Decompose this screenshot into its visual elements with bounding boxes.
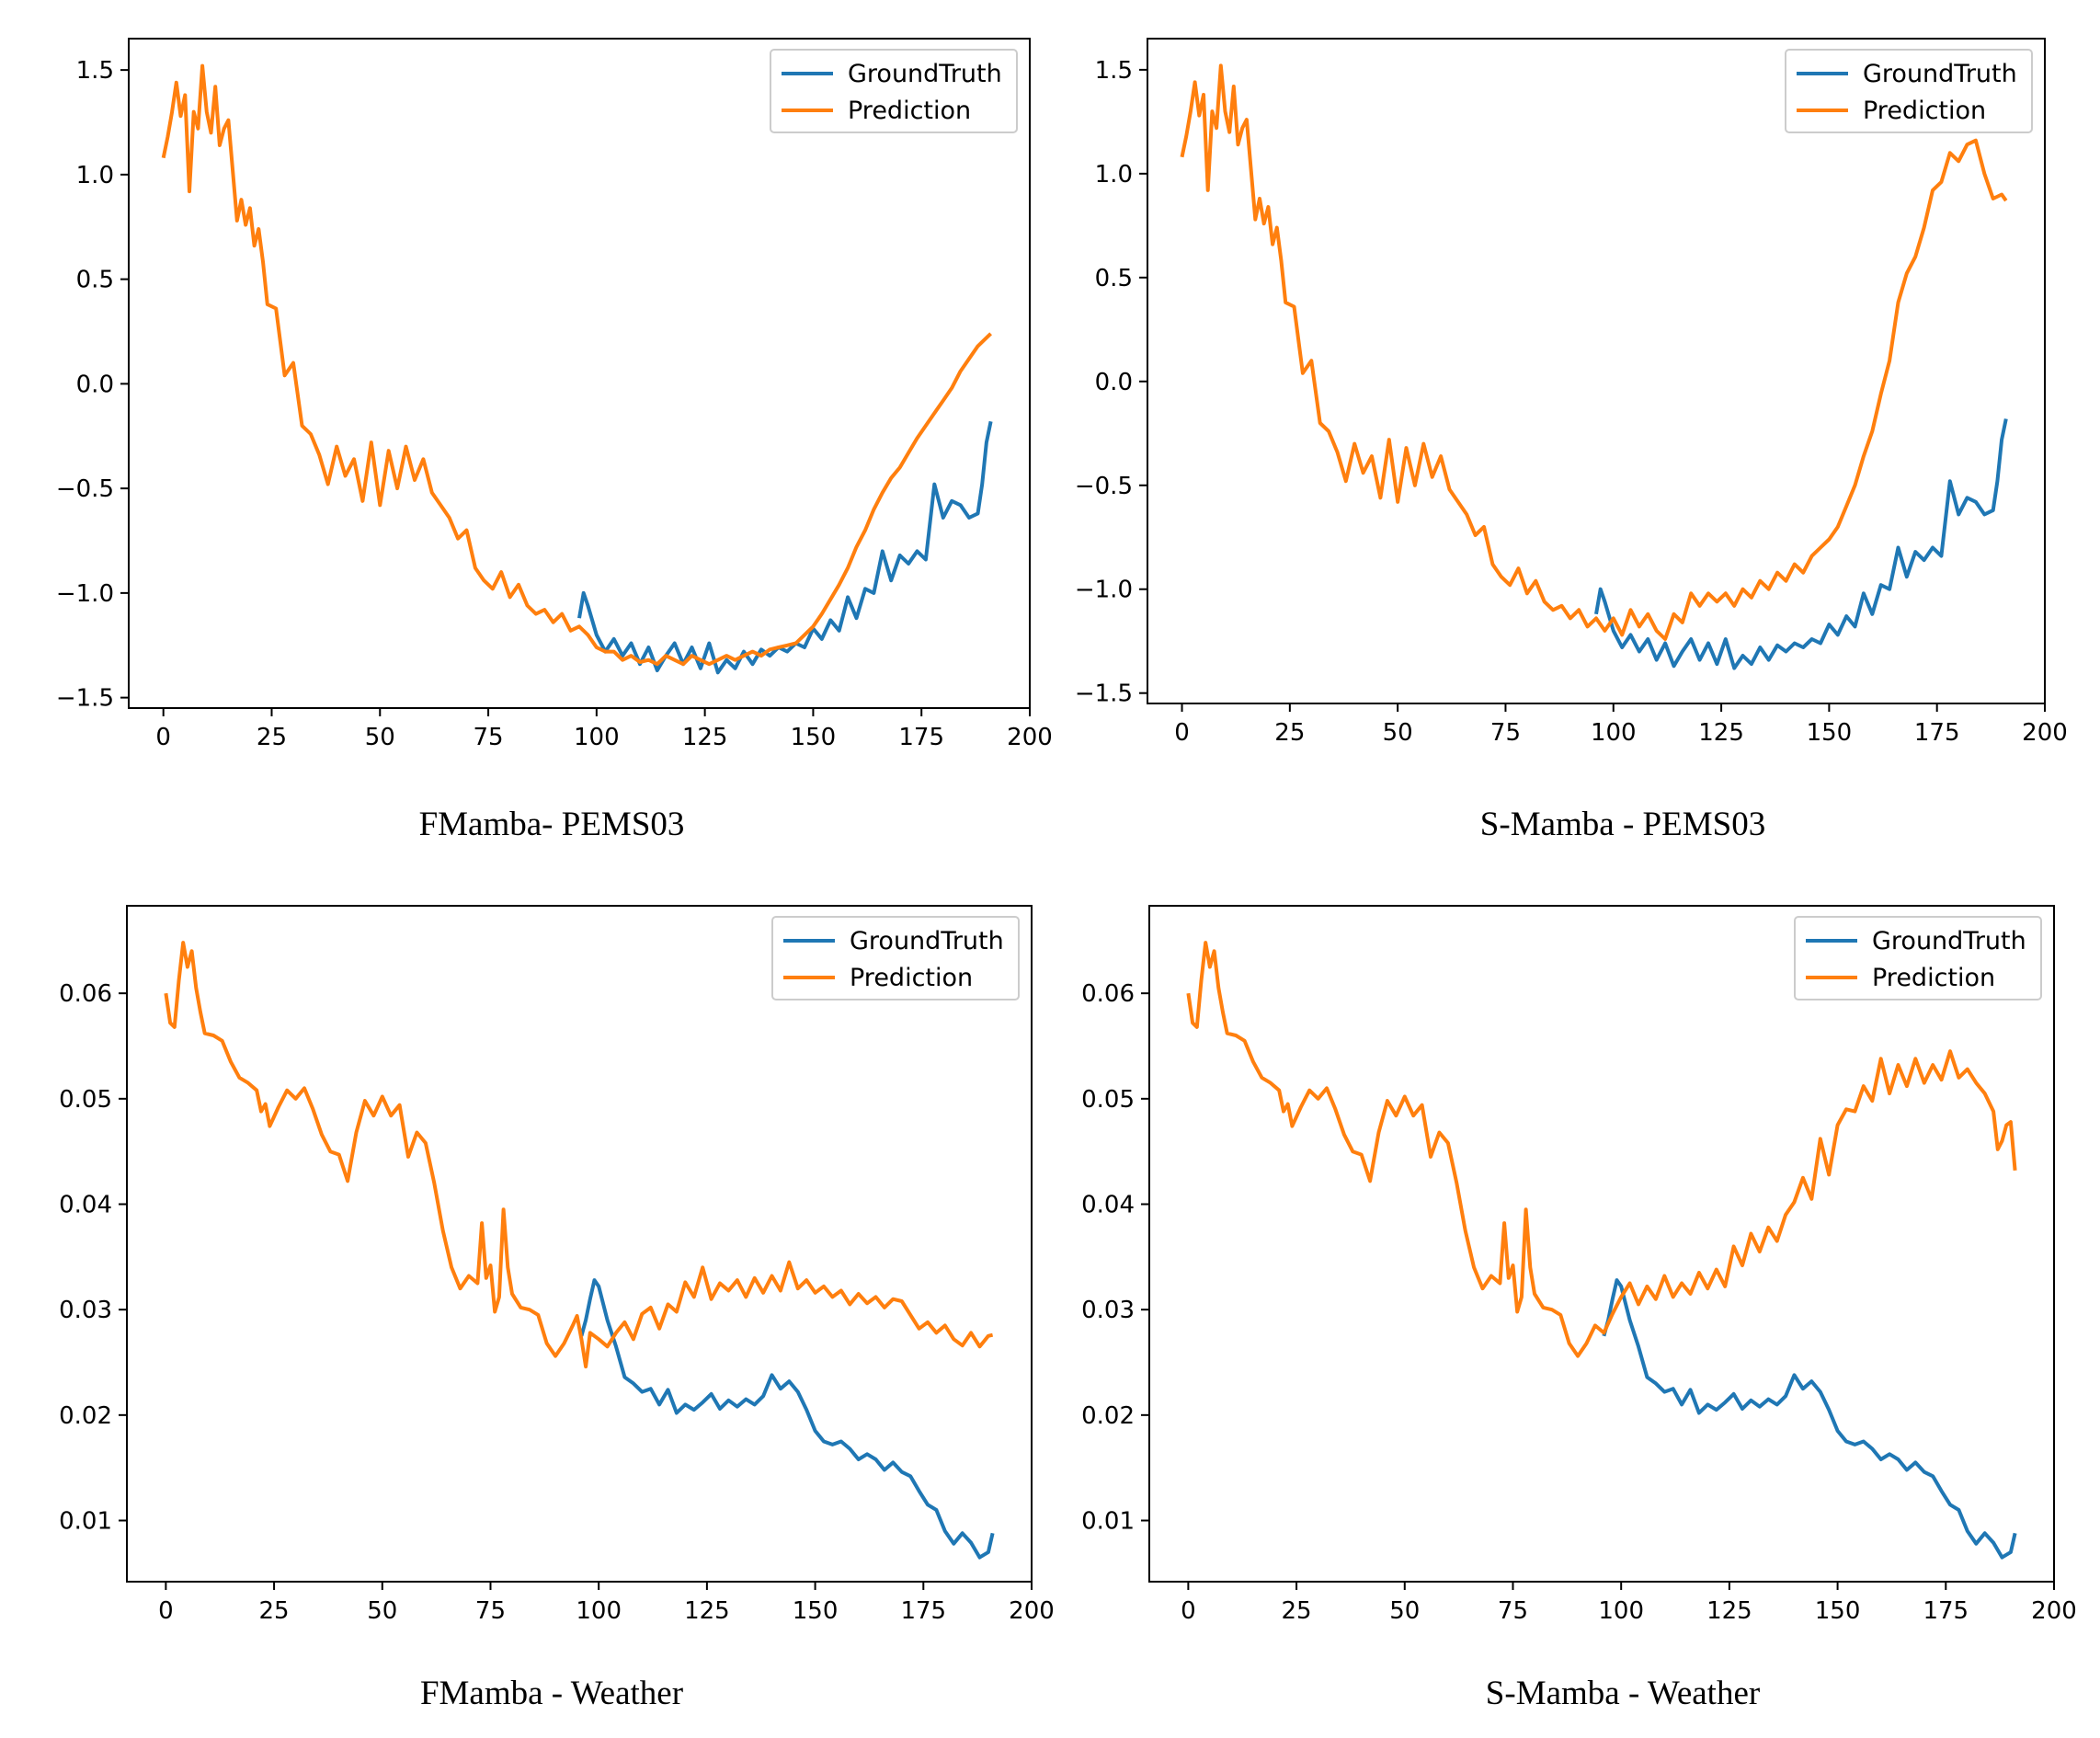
x-tick-label: 75 xyxy=(475,1597,506,1625)
x-tick-label: 25 xyxy=(257,724,287,751)
x-tick-label: 75 xyxy=(474,724,504,751)
y-tick-label: 1.5 xyxy=(1095,57,1133,85)
series-line-groundtruth xyxy=(577,420,993,675)
y-tick-label: 0.01 xyxy=(59,1507,112,1535)
legend: GroundTruth Prediction xyxy=(1785,49,2033,133)
y-tick-label: 0.04 xyxy=(59,1192,112,1219)
x-tick-label: 150 xyxy=(1807,719,1853,747)
chart-panel-1: 0 25 50 75 100 125 150 175 200 −1.5 −1.0 −0.5 0.0 0.5… xyxy=(56,38,1053,751)
y-tick-label: 0.05 xyxy=(59,1086,112,1114)
legend: GroundTruth Prediction xyxy=(770,49,1018,133)
x-tick-label: 200 xyxy=(2031,1597,2077,1625)
y-tick-label: −1.0 xyxy=(1075,577,1133,604)
x-tick-label: 175 xyxy=(1914,719,1960,747)
x-tick-label: 100 xyxy=(576,1597,622,1625)
y-tick-label: 0.03 xyxy=(1081,1297,1135,1324)
x-tick-label: 0 xyxy=(158,1597,174,1625)
series-line-prediction xyxy=(1186,941,2017,1358)
x-tick-label: 50 xyxy=(1383,719,1413,747)
x-tick-label: 100 xyxy=(574,724,620,751)
caption-smamba-pems03: S-Mamba - PEMS03 xyxy=(1479,806,1766,843)
legend-label-groundtruth: GroundTruth xyxy=(850,927,1004,955)
x-tick-label: 50 xyxy=(365,724,395,751)
series-line-prediction xyxy=(164,941,994,1369)
x-tick-label: 150 xyxy=(793,1597,839,1625)
y-tick-label: 0.06 xyxy=(1081,980,1135,1008)
x-tick-label: 0 xyxy=(1174,719,1190,747)
y-tick-label: −1.5 xyxy=(1075,680,1133,708)
x-tick-label: 150 xyxy=(791,724,837,751)
series-line-groundtruth xyxy=(1594,418,2008,670)
series-line-groundtruth xyxy=(579,1278,995,1560)
y-tick-label: −0.5 xyxy=(1075,473,1133,500)
x-tick-label: 125 xyxy=(1698,719,1744,747)
y-tick-label: 0.05 xyxy=(1081,1086,1135,1114)
legend-label-prediction: Prediction xyxy=(848,97,971,125)
x-tick-label: 75 xyxy=(1498,1597,1528,1625)
legend-label-groundtruth: GroundTruth xyxy=(848,60,1002,88)
x-tick-label: 25 xyxy=(1282,1597,1312,1625)
axes-frame xyxy=(126,905,1033,1583)
y-tick-label: 0.02 xyxy=(59,1402,112,1430)
axes-frame xyxy=(1148,905,2055,1583)
x-tick-label: 150 xyxy=(1815,1597,1861,1625)
caption-fmamba-weather: FMamba - Weather xyxy=(419,1675,684,1712)
x-tick-label: 50 xyxy=(367,1597,397,1625)
legend-label-prediction: Prediction xyxy=(1872,964,1995,992)
x-tick-label: 175 xyxy=(900,1597,946,1625)
y-tick-label: 0.04 xyxy=(1081,1192,1135,1219)
y-tick-label: 0.0 xyxy=(76,371,114,398)
x-tick-label: 125 xyxy=(682,724,728,751)
legend: GroundTruth Prediction xyxy=(771,916,1020,1000)
caption-smamba-weather: S-Mamba - Weather xyxy=(1485,1675,1761,1712)
legend-label-groundtruth: GroundTruth xyxy=(1863,60,2017,88)
x-tick-label: 200 xyxy=(1009,1597,1055,1625)
legend-label-prediction: Prediction xyxy=(1863,97,1986,125)
legend-label-prediction: Prediction xyxy=(850,964,973,992)
y-tick-label: 0.5 xyxy=(1095,265,1133,292)
series-line-prediction xyxy=(161,63,992,667)
axes-frame xyxy=(128,38,1031,709)
y-tick-label: 1.5 xyxy=(76,57,114,85)
x-tick-label: 0 xyxy=(1181,1597,1196,1625)
legend: GroundTruth Prediction xyxy=(1794,916,2042,1000)
y-tick-label: 0.06 xyxy=(59,980,112,1008)
x-tick-label: 0 xyxy=(155,724,171,751)
y-tick-label: 1.0 xyxy=(76,162,114,189)
x-tick-label: 75 xyxy=(1490,719,1521,747)
x-tick-label: 100 xyxy=(1591,719,1637,747)
x-tick-label: 50 xyxy=(1389,1597,1420,1625)
x-tick-label: 100 xyxy=(1598,1597,1644,1625)
y-tick-label: 0.0 xyxy=(1095,369,1133,396)
x-tick-label: 175 xyxy=(898,724,944,751)
y-tick-label: 1.0 xyxy=(1095,161,1133,189)
x-tick-label: 125 xyxy=(684,1597,730,1625)
y-tick-label: −0.5 xyxy=(56,475,114,503)
y-tick-label: 0.01 xyxy=(1081,1507,1135,1535)
x-tick-label: 125 xyxy=(1706,1597,1752,1625)
x-tick-label: 25 xyxy=(1274,719,1305,747)
chart-panel-3: 0 25 50 75 100 125 150 175 200 0.01 0.02 0.03 0.04 0.… xyxy=(59,905,1055,1625)
y-tick-label: 0.03 xyxy=(59,1297,112,1324)
series-line-groundtruth xyxy=(1602,1278,2017,1560)
x-tick-label: 25 xyxy=(259,1597,290,1625)
y-tick-label: −1.5 xyxy=(56,685,114,713)
y-tick-label: −1.0 xyxy=(56,580,114,608)
x-tick-label: 200 xyxy=(1007,724,1053,751)
series-line-prediction xyxy=(1180,63,2008,641)
y-tick-label: 0.02 xyxy=(1081,1402,1135,1430)
axes-frame xyxy=(1147,38,2046,704)
chart-panel-4: 0 25 50 75 100 125 150 175 200 0.01 0.02 0.03 0.04 0.… xyxy=(1081,905,2077,1625)
legend-label-groundtruth: GroundTruth xyxy=(1872,927,2026,955)
caption-fmamba-pems03: FMamba- PEMS03 xyxy=(418,806,685,843)
y-tick-label: 0.5 xyxy=(76,267,114,294)
x-tick-label: 175 xyxy=(1923,1597,1969,1625)
x-tick-label: 200 xyxy=(2022,719,2068,747)
chart-panel-2: 0 25 50 75 100 125 150 175 200 −1.5 −1.0 −0.5 0.0 0.5… xyxy=(1075,38,2068,747)
